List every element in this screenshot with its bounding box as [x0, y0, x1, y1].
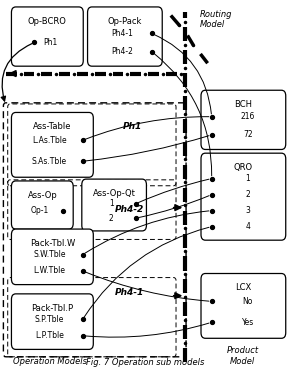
FancyBboxPatch shape	[11, 112, 93, 177]
Text: Ph4-2: Ph4-2	[111, 47, 133, 56]
Text: 1: 1	[245, 174, 250, 183]
Text: Ph1: Ph1	[43, 38, 57, 47]
Text: Operation Models: Operation Models	[13, 357, 87, 366]
Text: Ass-Table: Ass-Table	[33, 122, 72, 131]
FancyBboxPatch shape	[11, 181, 73, 229]
Text: S.W.Tble: S.W.Tble	[33, 250, 66, 259]
Text: No: No	[242, 297, 253, 306]
Text: 2: 2	[109, 214, 114, 223]
Text: Ph4-2: Ph4-2	[115, 205, 144, 214]
Text: 4: 4	[245, 222, 250, 231]
Text: Ph1: Ph1	[122, 122, 142, 131]
Text: Ass-Op: Ass-Op	[28, 191, 57, 200]
Text: Op-1: Op-1	[30, 206, 48, 216]
FancyBboxPatch shape	[11, 294, 93, 350]
FancyBboxPatch shape	[201, 273, 286, 338]
Text: QRO: QRO	[234, 163, 253, 172]
Text: BCH: BCH	[234, 100, 252, 109]
Text: Product
Model: Product Model	[226, 347, 259, 366]
FancyBboxPatch shape	[11, 7, 83, 66]
Text: Ass-Op-Qt: Ass-Op-Qt	[93, 189, 135, 198]
Text: Ph4-1: Ph4-1	[115, 288, 144, 297]
Text: Op-BCRO: Op-BCRO	[28, 17, 67, 26]
Text: L.As.Tble: L.As.Tble	[32, 136, 67, 145]
Text: Ph4-1: Ph4-1	[111, 29, 133, 38]
FancyBboxPatch shape	[82, 179, 146, 231]
Text: 216: 216	[240, 112, 255, 121]
Text: S.As.Tble: S.As.Tble	[32, 157, 67, 166]
Text: 2: 2	[245, 190, 250, 199]
Text: L.W.Tble: L.W.Tble	[34, 266, 66, 275]
Text: Yes: Yes	[242, 318, 254, 327]
Text: L.P.Tble: L.P.Tble	[35, 331, 64, 340]
Text: Routing
Model: Routing Model	[200, 10, 232, 29]
Text: 1: 1	[109, 199, 114, 208]
FancyBboxPatch shape	[11, 229, 93, 285]
Text: LCX: LCX	[235, 283, 251, 292]
Text: Op-Pack: Op-Pack	[108, 17, 142, 26]
FancyBboxPatch shape	[88, 7, 162, 66]
FancyBboxPatch shape	[201, 90, 286, 150]
Text: S.P.Tble: S.P.Tble	[35, 315, 64, 324]
FancyBboxPatch shape	[201, 153, 286, 240]
Text: Pack-Tbl.P: Pack-Tbl.P	[31, 304, 73, 313]
Text: 72: 72	[243, 130, 253, 140]
Text: 3: 3	[245, 206, 250, 215]
Text: Pack-Tbl.W: Pack-Tbl.W	[30, 239, 75, 248]
Text: Fig. 7 Operation sub models: Fig. 7 Operation sub models	[86, 358, 204, 367]
